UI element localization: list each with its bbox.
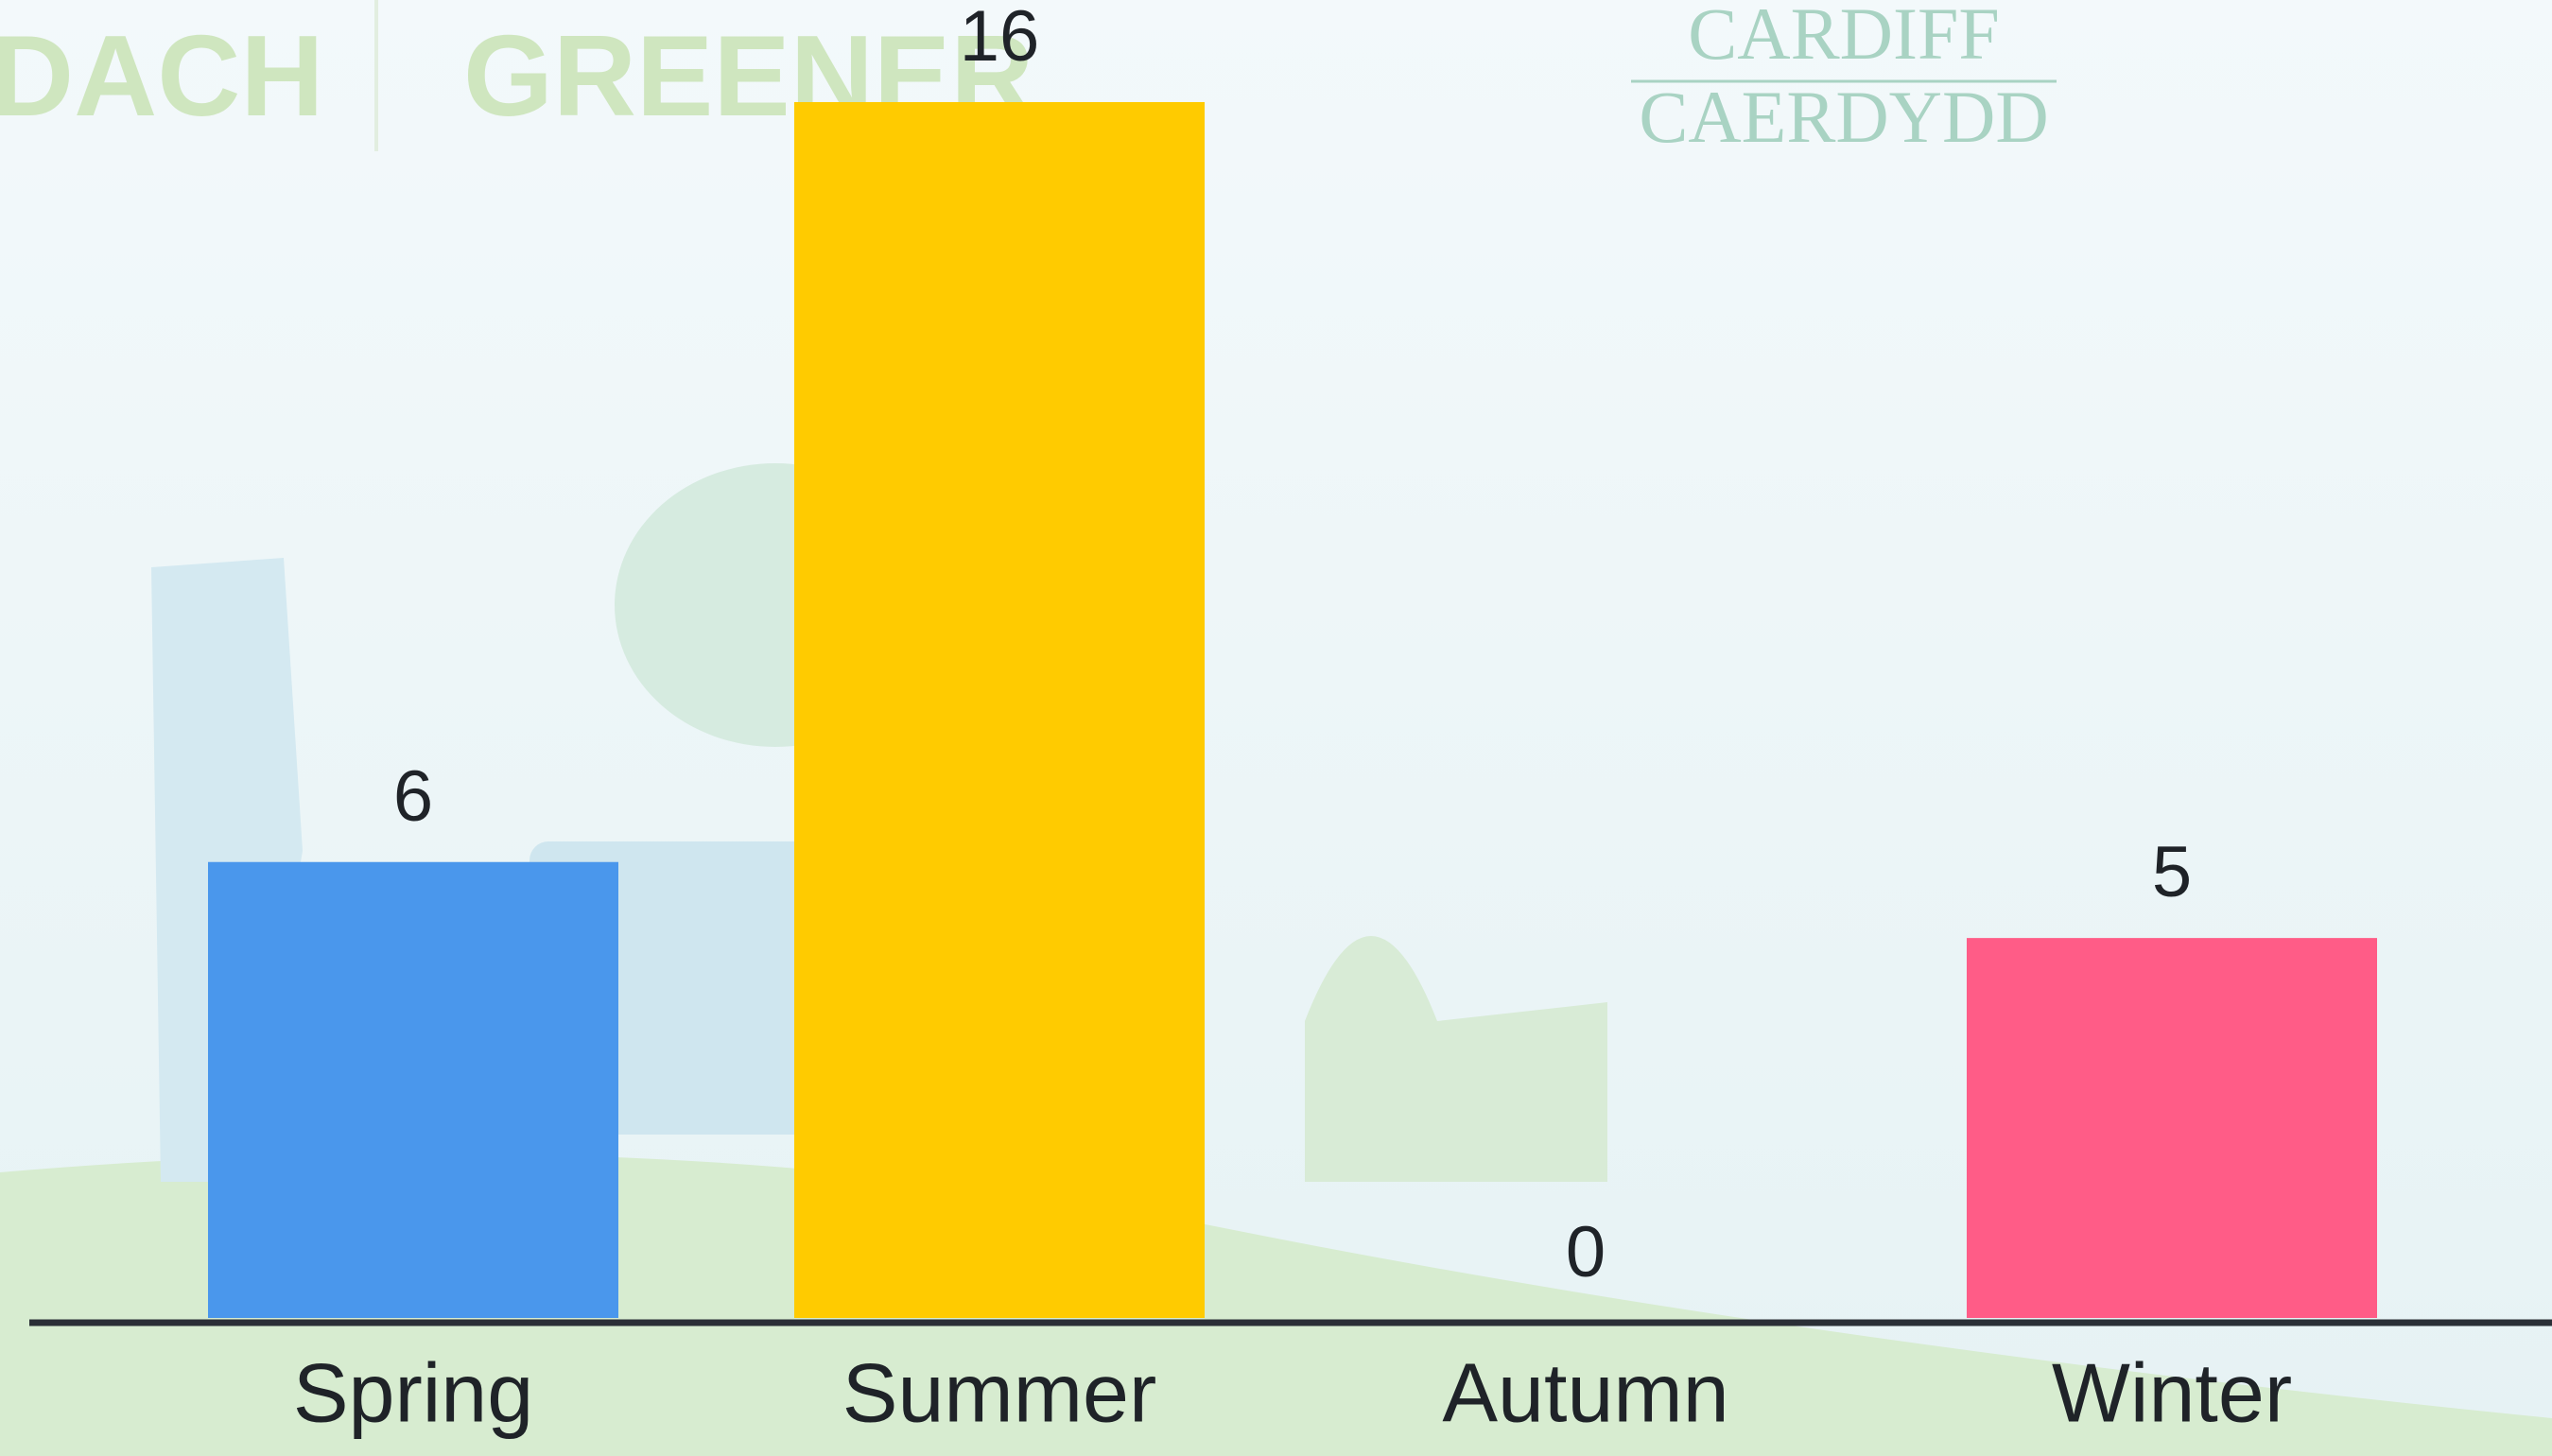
x-tick-label: Spring [293, 1345, 533, 1439]
background-text: CAERDYDD [1639, 76, 2048, 158]
bar [1967, 938, 2377, 1318]
value-label: 0 [1566, 1212, 1606, 1292]
x-tick-label: Autumn [1442, 1345, 1728, 1439]
value-label: 16 [960, 0, 1040, 77]
x-tick-label: Summer [842, 1345, 1157, 1439]
value-label: 5 [2152, 832, 2192, 912]
bar [794, 102, 1205, 1318]
bar [208, 862, 618, 1318]
value-label: 6 [393, 756, 433, 837]
x-tick-label: Winter [2052, 1345, 2292, 1439]
background-text: DACH [0, 11, 323, 140]
chart: DACH GREENER CARDIFF CAERDYDD 61605 Spri… [0, 0, 2552, 1456]
background-text: CARDIFF [1688, 0, 1999, 75]
